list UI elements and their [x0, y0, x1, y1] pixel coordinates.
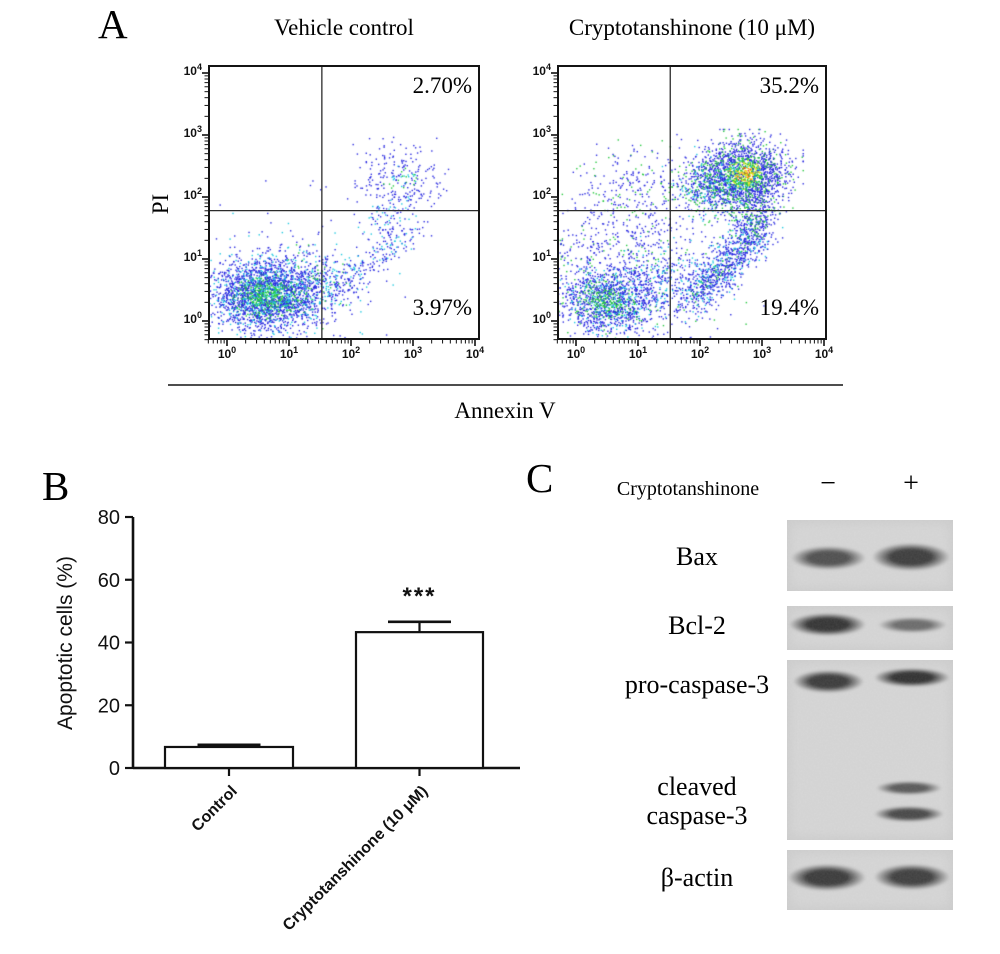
x-tick-label: 102	[341, 345, 361, 361]
y-tick-label: 20	[98, 695, 120, 717]
x-tick-label: 100	[217, 345, 237, 361]
blot-row-label: β-actin	[660, 862, 734, 892]
flow-plot-vehicle-control: 2.70% 3.97% 100 100 101 101 102 102 103 103 104 1…	[184, 62, 485, 361]
upper-right-quadrant-pct: 2.70%	[412, 73, 472, 98]
bar-chart: 0 20 40 60 80 Control Cryptotanshinone (10 μM)…	[54, 507, 520, 935]
bar-1	[354, 631, 485, 770]
bar-0	[163, 745, 295, 770]
y-tick-label: 102	[183, 186, 202, 202]
panel-b-label: B	[42, 463, 70, 509]
y-tick-label: 40	[98, 633, 120, 655]
significance-stars: ***	[402, 583, 436, 610]
y-tick-label: 101	[532, 248, 551, 264]
upper-right-quadrant-pct: 35.2%	[759, 73, 819, 98]
plot-frame	[557, 65, 827, 340]
blot-row-label: Bcl-2	[668, 610, 726, 640]
y-tick-label: 0	[109, 758, 120, 780]
y-tick-label: 104	[532, 62, 551, 78]
y-tick-label: 104	[183, 62, 202, 78]
flow-scatter-canvas	[208, 65, 480, 340]
plot-frame	[208, 65, 480, 340]
blot-row-label: pro-caspase-3	[624, 669, 770, 699]
blot-noise	[787, 520, 953, 591]
x-tick-label: 100	[566, 345, 586, 361]
blot-noise	[787, 660, 953, 840]
y-axis-title: Apoptotic cells (%)	[54, 556, 77, 730]
x-tick-label: 103	[752, 345, 772, 361]
x-axis-rule	[168, 384, 843, 386]
y-tick-label: 102	[532, 186, 551, 202]
panel-a-label: A	[98, 1, 128, 47]
x-axis-title-annexin-v: Annexin V	[454, 398, 556, 423]
y-axis-title-pi: PI	[148, 193, 173, 215]
blot-header: Cryptotanshinone	[616, 478, 760, 500]
blot-row-label: Bax	[676, 541, 718, 571]
y-tick-label: 103	[532, 124, 551, 140]
flow-plot-cryptotanshinone: 35.2% 19.4% 100 100 101 101 102 102 103 103 104 1…	[533, 62, 834, 361]
blot-image-2	[787, 660, 953, 840]
y-tick-label: 100	[183, 310, 202, 326]
y-tick-label: 101	[183, 248, 202, 264]
y-tick-label: 103	[183, 124, 202, 140]
x-tick-label: 103	[403, 345, 423, 361]
blot-image-1	[787, 606, 953, 650]
x-tick-label: 104	[465, 345, 485, 361]
x-tick-label: 102	[690, 345, 710, 361]
lane-label-minus: −	[820, 468, 836, 499]
flow-plot-2-title: Cryptotanshinone (10 μM)	[568, 15, 816, 40]
panel-c-label: C	[526, 455, 554, 501]
x-category-label: Cryptotanshinone (10 μM)	[280, 783, 432, 935]
y-tick-label: 100	[532, 310, 551, 326]
flow-scatter-canvas	[557, 65, 827, 340]
blot-image-0	[787, 520, 953, 591]
lane-label-plus: +	[903, 468, 919, 499]
blot-noise	[787, 606, 953, 650]
x-tick-label: 101	[628, 345, 648, 361]
flow-axes-overlay	[202, 65, 480, 346]
lower-right-quadrant-pct: 3.97%	[412, 295, 472, 320]
blot-row-label: cleaved caspase-3	[646, 772, 748, 830]
x-category-label: Control	[189, 783, 241, 835]
y-tick-label: 60	[98, 570, 120, 592]
blot-noise	[787, 850, 953, 910]
y-tick-label: 80	[98, 507, 120, 529]
x-tick-label: 101	[279, 345, 299, 361]
blot-image-3	[787, 850, 953, 910]
flow-axes-overlay	[551, 65, 827, 346]
flow-plot-1-title: Vehicle control	[274, 15, 414, 40]
x-tick-label: 104	[814, 345, 834, 361]
lower-right-quadrant-pct: 19.4%	[759, 295, 819, 320]
